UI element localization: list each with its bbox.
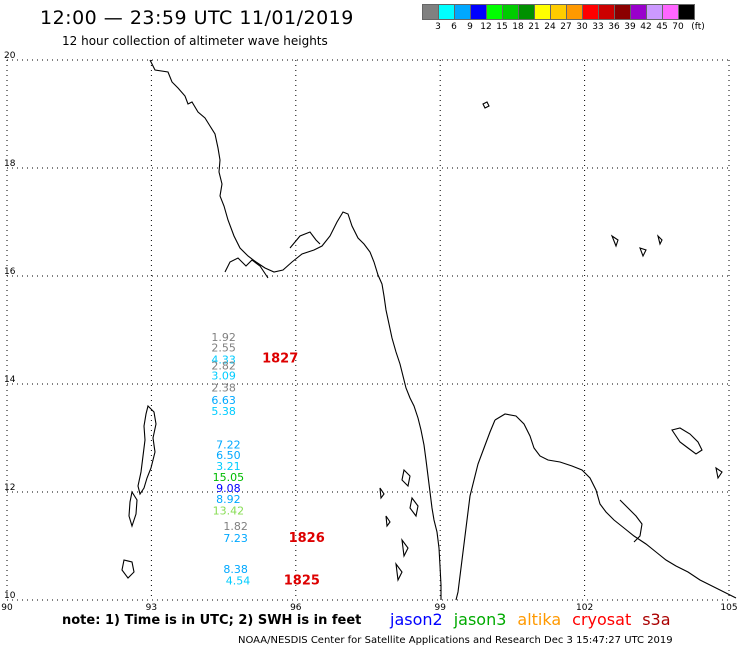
- wave-height-label: 13.42: [213, 505, 245, 518]
- chart-subtitle: 12 hour collection of altimeter wave hei…: [62, 34, 328, 48]
- legend-unit: (ft): [691, 22, 705, 32]
- wave-height-label: 15.05: [213, 471, 245, 484]
- lat-tick-label: 14: [4, 375, 16, 385]
- satellite-name: cryosat: [572, 610, 632, 629]
- wave-height-label: 4.54: [226, 574, 251, 587]
- legend-label: 30: [576, 22, 588, 32]
- legend-label: 18: [512, 22, 524, 32]
- axis-labels: 90 93 96 99 102 105 20 18 16 14 12 10: [1, 51, 737, 613]
- lat-tick-label: 16: [4, 267, 16, 277]
- lat-tick-label: 18: [4, 159, 16, 169]
- legend-label: 42: [640, 22, 652, 32]
- wave-height-label: 1.82: [223, 520, 248, 533]
- satellite-name: jason3: [453, 610, 507, 629]
- wave-height-label: 8.38: [223, 563, 248, 576]
- wave-height-label: 3.21: [216, 460, 241, 473]
- wave-height-label: 8.92: [216, 493, 241, 506]
- wave-height-label: 2.82: [211, 359, 236, 372]
- legend-label: 70: [672, 22, 684, 32]
- wave-height-label: 2.55: [211, 342, 236, 355]
- legend-label: 27: [560, 22, 572, 32]
- lat-tick-label: 10: [4, 591, 16, 601]
- satellite-name: altika: [517, 610, 562, 629]
- wave-height-label: 6.50: [216, 449, 241, 462]
- wave-height-observations: 1.922.554.332.823.092.386.635.38 7.226.50…: [211, 331, 324, 589]
- legend-label: 9: [467, 22, 473, 32]
- legend-swatch: [678, 4, 695, 20]
- legend-label: 12: [480, 22, 492, 32]
- legend-label: 15: [496, 22, 508, 32]
- legend-label: 45: [656, 22, 668, 32]
- wave-height-label: 1.92: [211, 331, 236, 344]
- lat-tick-label: 20: [4, 51, 16, 61]
- wave-height-label: 6.63: [211, 394, 236, 407]
- coastline: [121, 59, 737, 601]
- wave-height-label: 7.22: [216, 438, 241, 451]
- lon-tick-label: 99: [434, 603, 446, 613]
- chart-title: 12:00 — 23:59 UTC 11/01/2019: [40, 7, 354, 29]
- legend-label: 36: [608, 22, 620, 32]
- pass-time-label: 1826: [289, 531, 325, 546]
- lon-tick-label: 96: [290, 603, 302, 613]
- wave-height-label: 3.09: [211, 370, 236, 383]
- pass-time-label: 1825: [284, 573, 320, 588]
- legend-label: 21: [528, 22, 540, 32]
- pass-time-label: 1827: [262, 351, 298, 366]
- lon-tick-label: 93: [146, 603, 157, 613]
- wave-height-label: 2.38: [211, 382, 236, 395]
- wave-height-label: 9.08: [216, 482, 241, 495]
- legend-label: 33: [592, 22, 604, 32]
- wave-height-label: 4.33: [211, 353, 236, 366]
- wave-height-label: 7.23: [223, 532, 248, 545]
- lon-tick-label: 102: [576, 603, 593, 613]
- footer-note: note: 1) Time is in UTC; 2) SWH is in fe…: [62, 613, 362, 628]
- satellite-legend: jason2 jason3 altika cryosat s3a: [390, 610, 682, 629]
- lon-tick-label: 90: [1, 603, 13, 613]
- satellite-name: s3a: [642, 610, 671, 629]
- satellite-name: jason2: [390, 610, 443, 629]
- color-scale-legend: [422, 4, 695, 20]
- legend-label: 39: [624, 22, 636, 32]
- credit-line: NOAA/NESDIS Center for Satellite Applica…: [238, 635, 673, 646]
- lat-tick-label: 12: [4, 483, 15, 493]
- wave-height-label: 5.38: [211, 405, 236, 418]
- lon-tick-label: 105: [720, 603, 737, 613]
- legend-label: 6: [451, 22, 457, 32]
- legend-label: 3: [435, 22, 441, 32]
- legend-label: 24: [544, 22, 556, 32]
- lat-lon-grid: [6, 59, 730, 601]
